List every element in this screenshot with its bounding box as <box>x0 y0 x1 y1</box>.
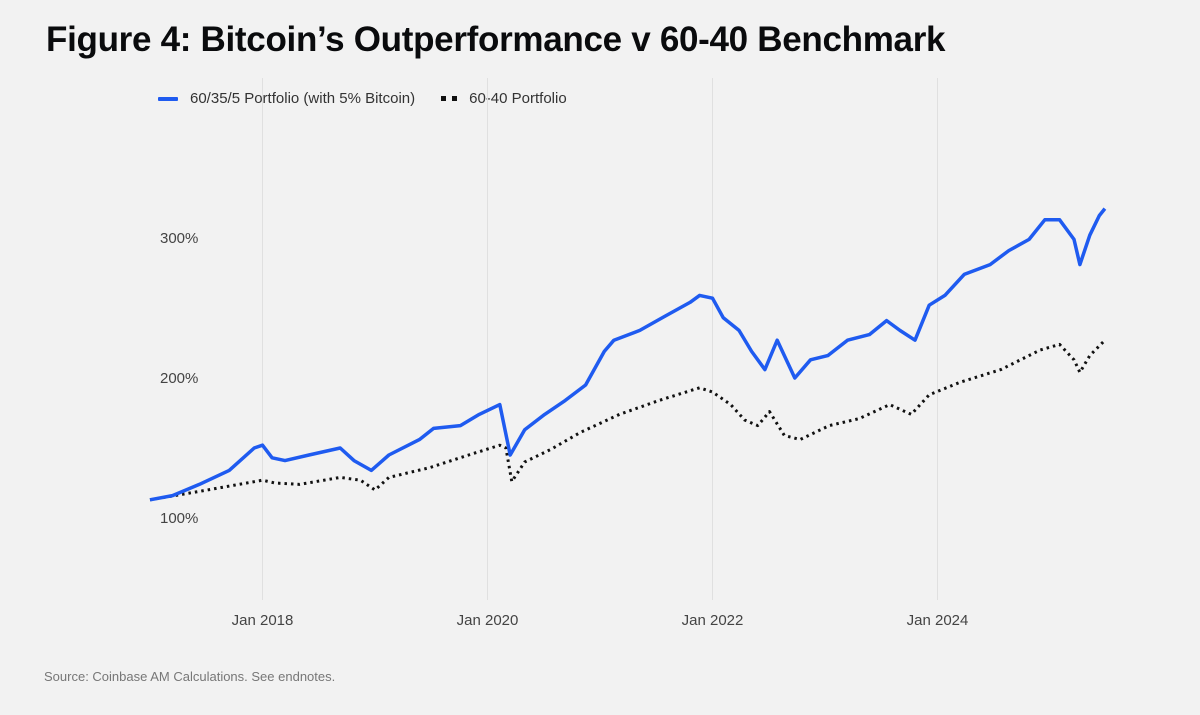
y-tick-label: 300% <box>160 230 198 247</box>
x-tick-label: Jan 2024 <box>907 612 969 629</box>
x-tick-label: Jan 2018 <box>232 612 294 629</box>
legend-label-60-40: 60-40 Portfolio <box>469 90 567 107</box>
legend-swatch-60-40 <box>441 96 458 101</box>
chart-title: Figure 4: Bitcoin’s Outperformance v 60-… <box>46 20 946 59</box>
y-tick-label: 100% <box>160 510 198 527</box>
x-tick-label: Jan 2020 <box>457 612 519 629</box>
series-line-60-40-portfolio <box>149 339 1106 502</box>
source-note: Source: Coinbase AM Calculations. See en… <box>44 669 336 684</box>
x-tick-label: Jan 2022 <box>682 612 744 629</box>
legend-label-btc-portfolio: 60/35/5 Portfolio (with 5% Bitcoin) <box>190 90 416 107</box>
legend: 60/35/5 Portfolio (with 5% Bitcoin) 60-4… <box>158 90 567 107</box>
legend-swatch-btc-portfolio <box>158 96 178 101</box>
series-line-btc-portfolio <box>149 207 1107 502</box>
y-tick-label: 200% <box>160 370 198 387</box>
